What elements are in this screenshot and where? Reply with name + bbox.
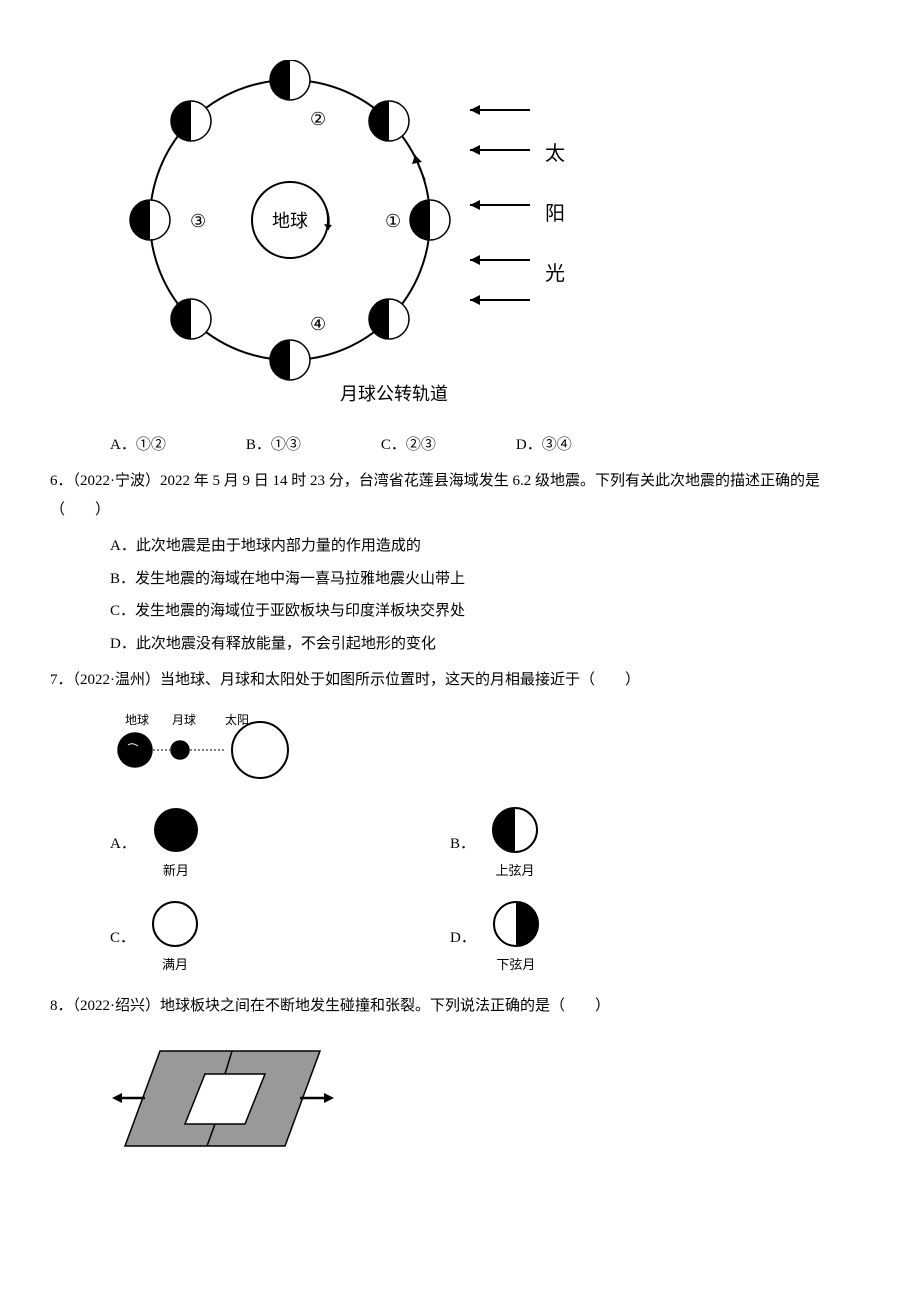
q7-d-icon: 下弦月 <box>491 899 541 978</box>
q7-earth-label: 地球 <box>125 713 149 727</box>
q7-text: 7．（2022·温州）当地球、月球和太阳处于如图所示位置时，这天的月相最接近于（… <box>50 666 870 695</box>
q7-a-label: A． <box>110 830 136 859</box>
q7-moon-label: 月球 <box>172 713 196 727</box>
q7-c-label: C． <box>110 924 135 953</box>
q6-option-c: C．发生地震的海域位于亚欧板块与印度洋板块交界处 <box>50 597 870 626</box>
q5-option-a: A．①② <box>110 431 166 460</box>
sun-char-3: 光 <box>545 262 565 285</box>
q5-option-b: B．①③ <box>246 431 301 460</box>
q7-c-caption: 满月 <box>162 953 188 978</box>
q6-option-b: B．发生地震的海域在地中海一喜马拉雅地震火山带上 <box>50 565 870 594</box>
pos-3-label: ③ <box>190 211 206 231</box>
pos-1-label: ① <box>385 211 401 231</box>
q7-b-icon: 上弦月 <box>490 805 540 884</box>
q6-option-d: D．此次地震没有释放能量，不会引起地形的变化 <box>50 630 870 659</box>
q6-option-a: A．此次地震是由于地球内部力量的作用造成的 <box>50 532 870 561</box>
q5-option-c: C．②③ <box>381 431 436 460</box>
pos-2-label: ② <box>310 109 326 129</box>
sun-char-2: 阳 <box>545 202 565 225</box>
sun-char-1: 太 <box>545 142 565 165</box>
pos-4-label: ④ <box>310 314 326 334</box>
q7-c-icon: 满月 <box>150 899 200 978</box>
q7-d-caption: 下弦月 <box>496 953 535 978</box>
q7-a-caption: 新月 <box>163 859 189 884</box>
q5-option-d: D．③④ <box>516 431 572 460</box>
moon-orbit-svg: 地球 ① ② ③ <box>110 60 570 410</box>
q7-a-icon: 新月 <box>151 805 201 884</box>
q7-sun-label: 太阳 <box>225 712 249 727</box>
orbit-label: 月球公转轨道 <box>340 384 448 404</box>
q6-text: 6．（2022·宁波）2022 年 5 月 9 日 14 时 23 分，台湾省花… <box>50 467 870 524</box>
q5-options: A．①② B．①③ C．②③ D．③④ <box>50 431 870 460</box>
q8-text: 8．（2022·绍兴）地球板块之间在不断地发生碰撞和张裂。下列说法正确的是（ ） <box>50 992 870 1021</box>
q5-moon-orbit-diagram: 地球 ① ② ③ <box>110 60 870 421</box>
q8-plate-diagram <box>110 1036 870 1177</box>
q7-alignment-diagram: 地球 月球 太阳 <box>110 710 870 791</box>
earth-label: 地球 <box>272 211 308 231</box>
q7-options: A． 新月 B． 上弦月 C． 满月 D． <box>50 805 870 977</box>
q7-d-label: D． <box>450 924 476 953</box>
q7-b-caption: 上弦月 <box>496 859 535 884</box>
q7-b-label: B． <box>450 830 475 859</box>
